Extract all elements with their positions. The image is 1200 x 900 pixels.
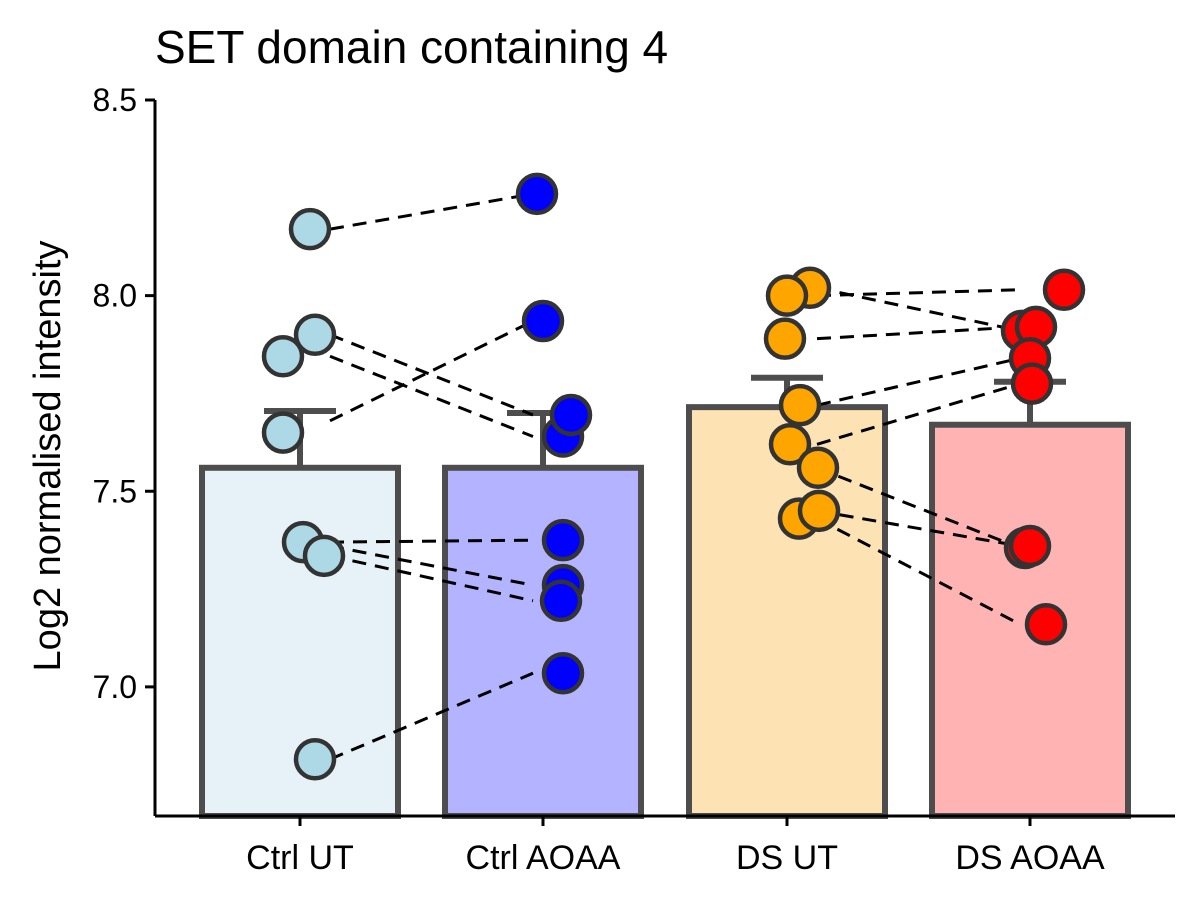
data-point (1024, 603, 1068, 646)
pair-line (329, 333, 534, 417)
y-tick-label: 8.0 (93, 278, 137, 314)
x-tick-label: Ctrl UT (246, 839, 354, 877)
bar-ds-ut (686, 404, 888, 819)
data-point (293, 313, 337, 357)
chart-title: SET domain containing 4 (155, 21, 668, 73)
pair-line (329, 554, 534, 603)
data-point (768, 423, 812, 466)
pair-line (816, 325, 1021, 341)
data-point (521, 299, 565, 343)
data-point (261, 411, 305, 454)
data-point (539, 579, 583, 623)
data-point (778, 383, 822, 427)
x-tick-label: DS UT (736, 839, 838, 877)
pair-line (816, 509, 1021, 548)
data-point (1010, 362, 1054, 405)
data-point (302, 534, 346, 578)
y-tick-label: 7.0 (93, 669, 137, 705)
pair-line (816, 288, 1021, 298)
points-layer (261, 172, 1086, 781)
data-point (288, 207, 332, 251)
pair-line (329, 671, 534, 761)
pair-line (816, 356, 1021, 407)
data-point (1042, 268, 1086, 312)
pair-line (329, 544, 534, 587)
pair-line (329, 319, 534, 423)
data-point (765, 274, 809, 317)
pair-lines-layer (329, 192, 1021, 761)
y-axis-label: Log2 normalised intensity (27, 241, 69, 672)
pair-line (329, 192, 534, 231)
data-point (541, 651, 585, 695)
data-point (261, 335, 305, 378)
axes-layer: 7.0 7.5 8.0 8.5 Ctrl UT Ctrl AOAA DS UT DS AOAA (93, 82, 1175, 877)
data-point (763, 317, 807, 360)
data-point (515, 172, 559, 216)
y-tick-label: 7.5 (93, 473, 137, 509)
bar-ctrl-aoaa (442, 464, 644, 819)
x-tick-label: Ctrl AOAA (466, 839, 621, 877)
data-point (541, 518, 585, 562)
x-tick-label: DS AOAA (955, 839, 1105, 877)
data-point (1008, 524, 1052, 568)
data-point (797, 489, 841, 533)
y-tick-label: 8.5 (93, 82, 137, 118)
pair-line (816, 466, 1021, 550)
pair-line (816, 517, 1021, 626)
pair-line (329, 354, 534, 438)
data-point (796, 446, 840, 490)
pair-line (816, 382, 1021, 446)
pair-line (329, 538, 534, 544)
data-point (293, 738, 337, 781)
data-point (549, 393, 593, 437)
